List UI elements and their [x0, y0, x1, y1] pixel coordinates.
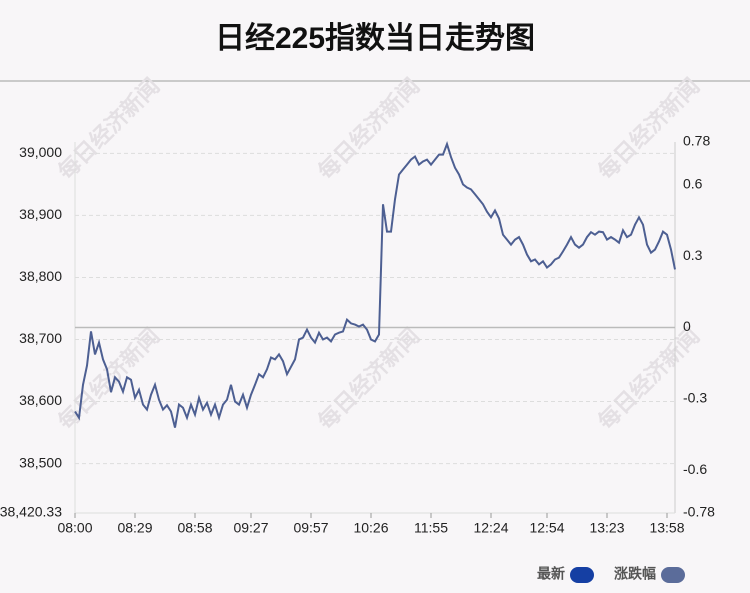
legend-swatch: [570, 567, 594, 583]
y2-tick-label: 0.6: [683, 176, 703, 192]
y-tick-label: 38,900: [19, 206, 62, 222]
y-tick-label: 38,500: [19, 454, 62, 470]
x-tick-label: 13:58: [649, 520, 684, 536]
watermark: 每日经济新闻: [313, 73, 424, 184]
y2-tick-label: 0.78: [683, 133, 710, 149]
legend-label: 最新: [537, 566, 565, 582]
y-tick-label: 38,600: [19, 392, 62, 408]
x-tick-label: 08:00: [57, 520, 92, 536]
y-tick-label: 39,000: [19, 144, 62, 160]
x-tick-label: 09:57: [293, 520, 328, 536]
y2-tick-label: -0.6: [683, 461, 707, 477]
x-tick-label: 10:26: [353, 520, 388, 536]
x-tick-label: 12:54: [529, 520, 564, 536]
x-tick-label: 08:58: [177, 520, 212, 536]
y-tick-label: 38,420.33: [0, 504, 62, 520]
x-tick-label: 13:23: [589, 520, 624, 536]
watermark: 每日经济新闻: [593, 73, 704, 184]
y2-tick-label: 0.3: [683, 247, 703, 263]
legend-swatch: [661, 567, 685, 583]
x-tick-label: 11:55: [414, 520, 448, 536]
watermark: 每日经济新闻: [53, 73, 164, 184]
y2-tick-label: -0.3: [683, 390, 707, 406]
price-line: [74, 141, 676, 428]
x-tick-label: 12:24: [473, 520, 508, 536]
x-tick-label: 08:29: [117, 520, 152, 536]
x-tick-label: 09:27: [233, 520, 268, 536]
y-tick-label: 38,800: [19, 268, 62, 284]
y2-tick-label: 0: [683, 318, 691, 334]
legend-label: 涨跌幅: [614, 566, 656, 582]
y-tick-label: 38,700: [19, 330, 62, 346]
y2-tick-label: -0.78: [683, 504, 715, 520]
chart-title: 日经225指数当日走势图: [215, 21, 535, 55]
